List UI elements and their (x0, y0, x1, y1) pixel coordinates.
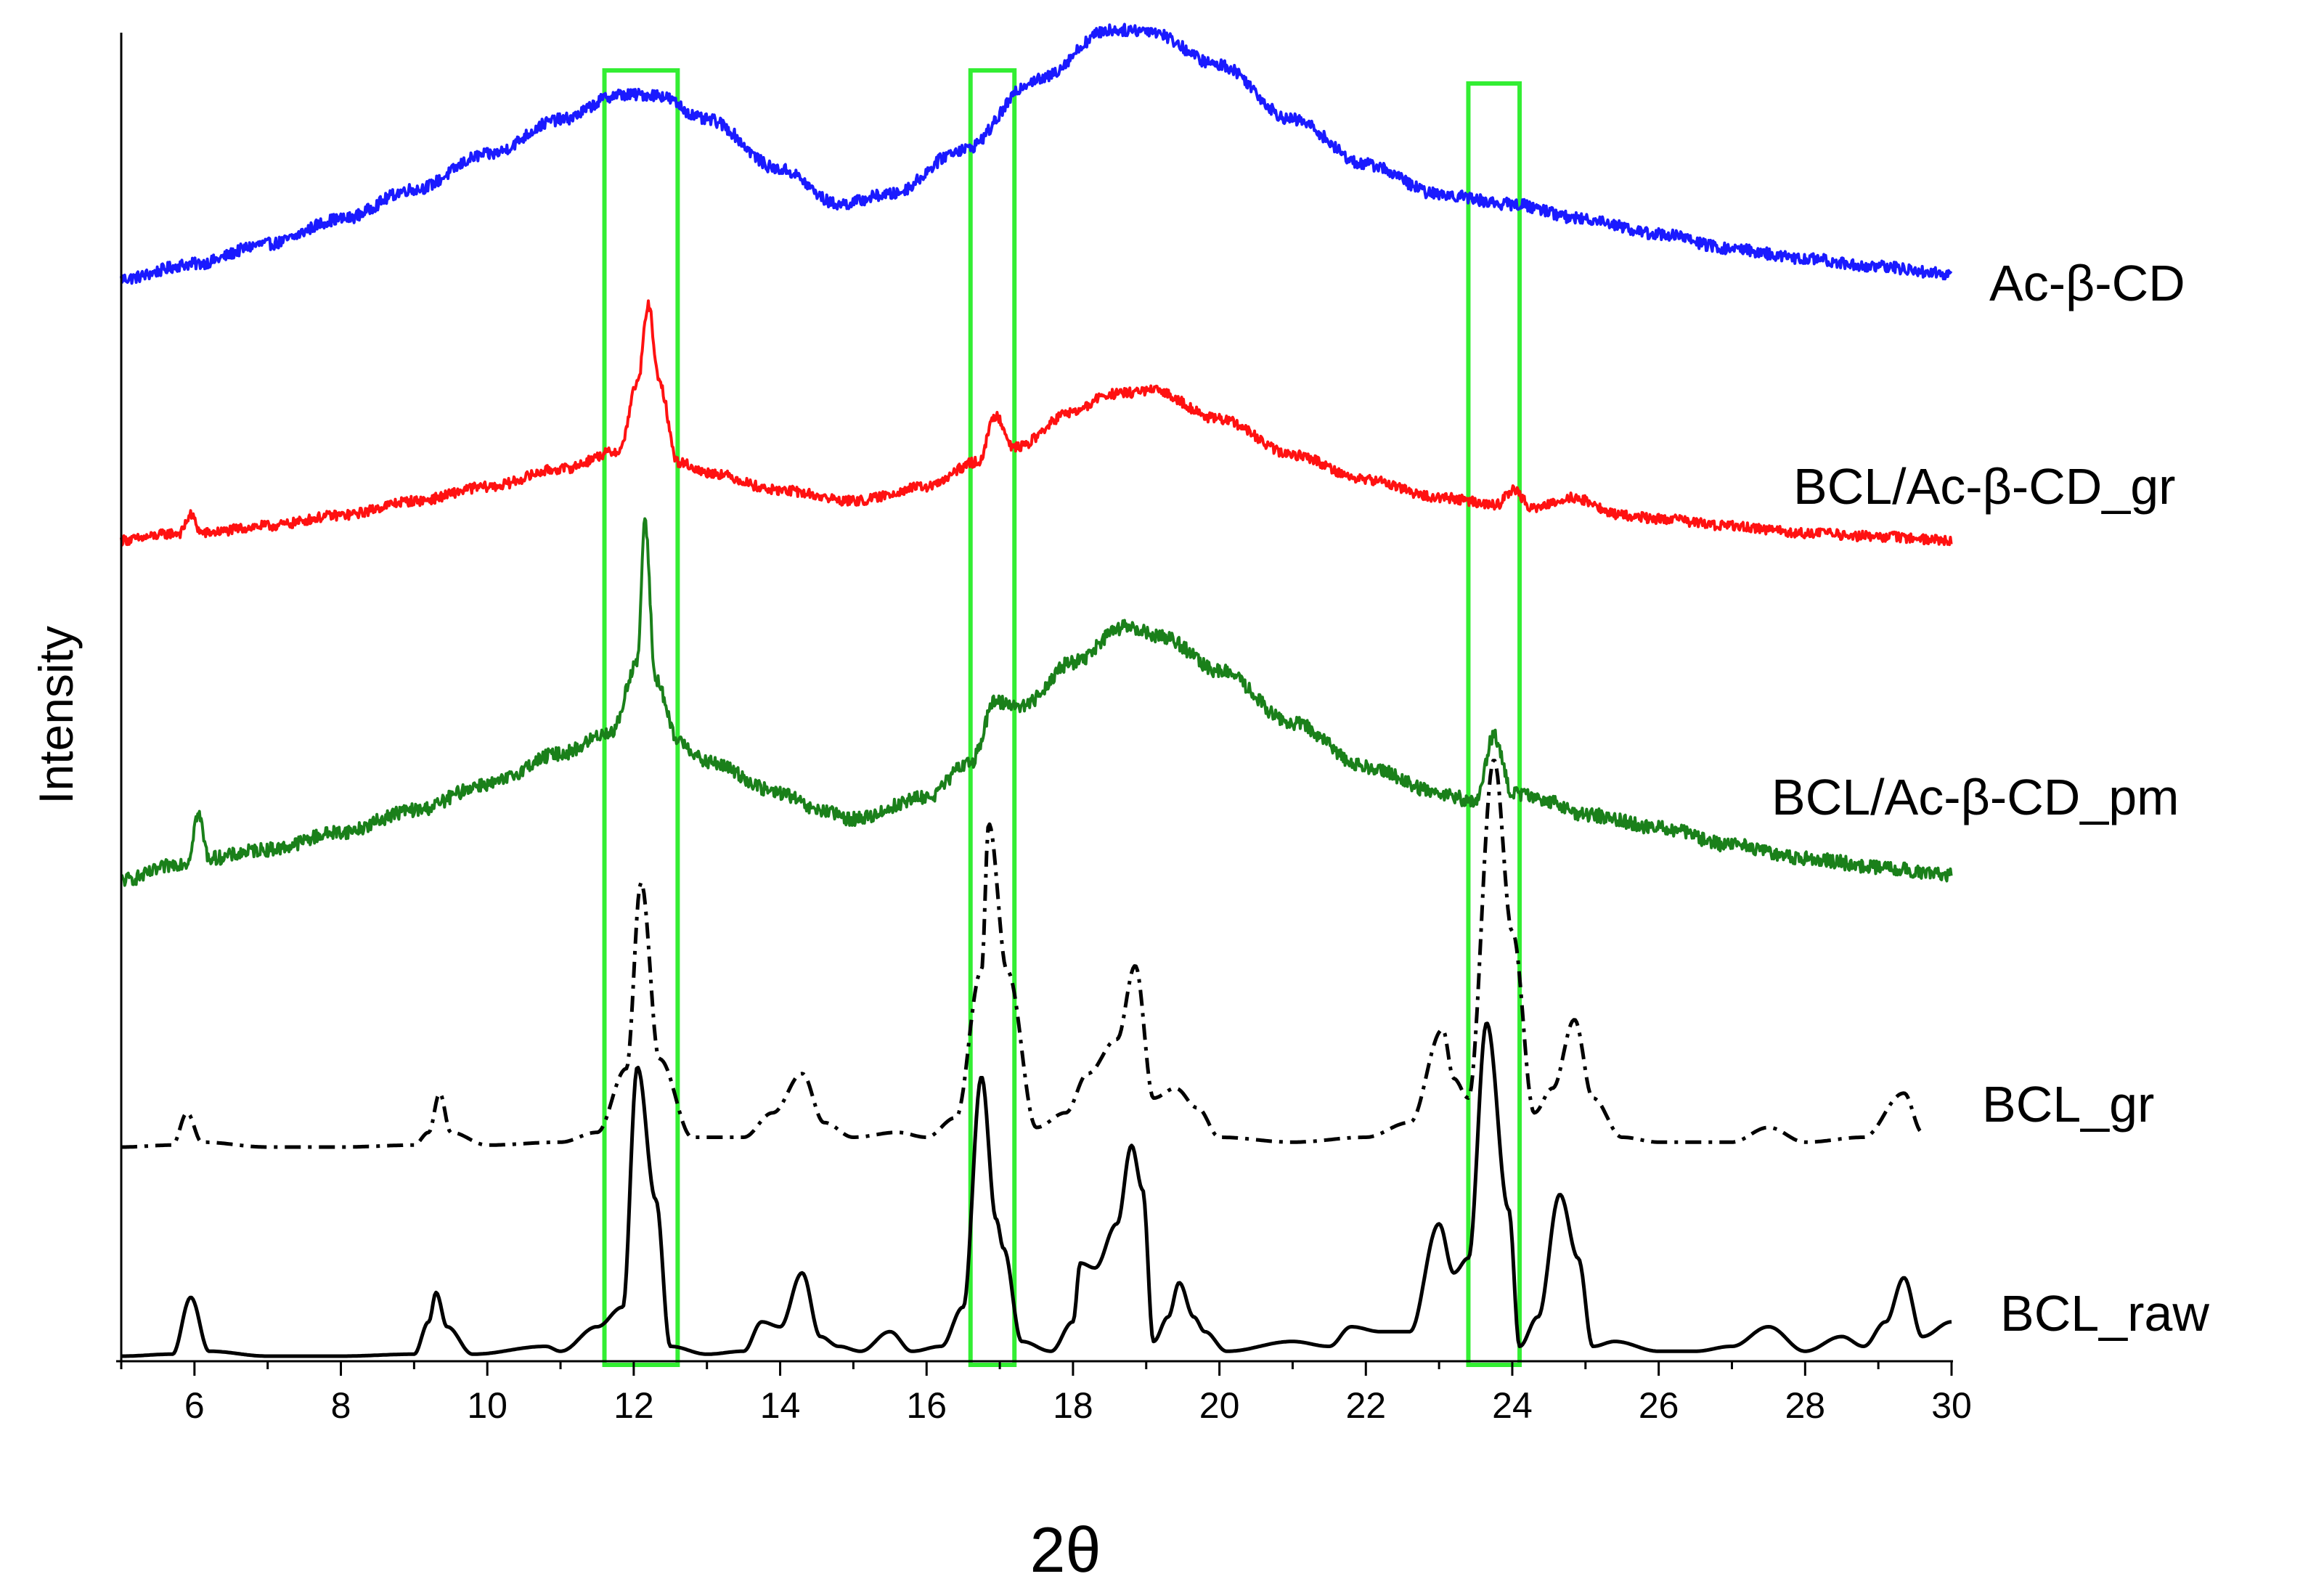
series-line (121, 759, 1923, 1149)
x-tick-label: 8 (331, 1385, 351, 1426)
series-labels: Ac-β-CD BCL/Ac-β-CD_gr BCL/Ac-β-CD_pm BCL_g… (1771, 255, 2209, 1342)
x-tick-label: 24 (1492, 1385, 1533, 1426)
x-tick-label: 28 (1785, 1385, 1826, 1426)
x-tick-label: 10 (467, 1385, 507, 1426)
x-tick-label: 16 (906, 1385, 947, 1426)
x-tick-label: 18 (1053, 1385, 1093, 1426)
series-line (120, 299, 1953, 547)
x-axis-title: 2θ (1030, 1514, 1101, 1586)
x-tick-label: 20 (1199, 1385, 1240, 1426)
series-label: Ac-β-CD (1989, 255, 2185, 311)
highlight-box (1466, 81, 1522, 1367)
x-tick-label: 12 (613, 1385, 654, 1426)
series-traces (120, 23, 1953, 1358)
x-tick-label: 22 (1345, 1385, 1386, 1426)
x-tick-label: 14 (760, 1385, 801, 1426)
series-label: BCL/Ac-β-CD_pm (1771, 769, 2179, 825)
chart-axes: 6 8 10 12 14 16 18 20 22 24 26 28 30 (116, 33, 1972, 1426)
x-tick-label: 26 (1639, 1385, 1679, 1426)
highlight-box (968, 68, 1017, 1367)
series-line (120, 23, 1953, 285)
y-axis-title: Intensity (29, 626, 83, 804)
x-axis-ticks: 6 8 10 12 14 16 18 20 22 24 26 28 30 (120, 1361, 1972, 1426)
series-line (121, 1021, 1952, 1358)
highlight-boxes (602, 68, 1522, 1367)
x-tick-label: 30 (1931, 1385, 1972, 1426)
highlight-box (602, 68, 680, 1367)
series-label: BCL_raw (2000, 1285, 2209, 1342)
series-label: BCL_gr (1982, 1076, 2154, 1133)
series-line (121, 517, 1953, 887)
x-tick-label: 6 (184, 1385, 205, 1426)
series-label: BCL/Ac-β-CD_gr (1793, 458, 2175, 515)
